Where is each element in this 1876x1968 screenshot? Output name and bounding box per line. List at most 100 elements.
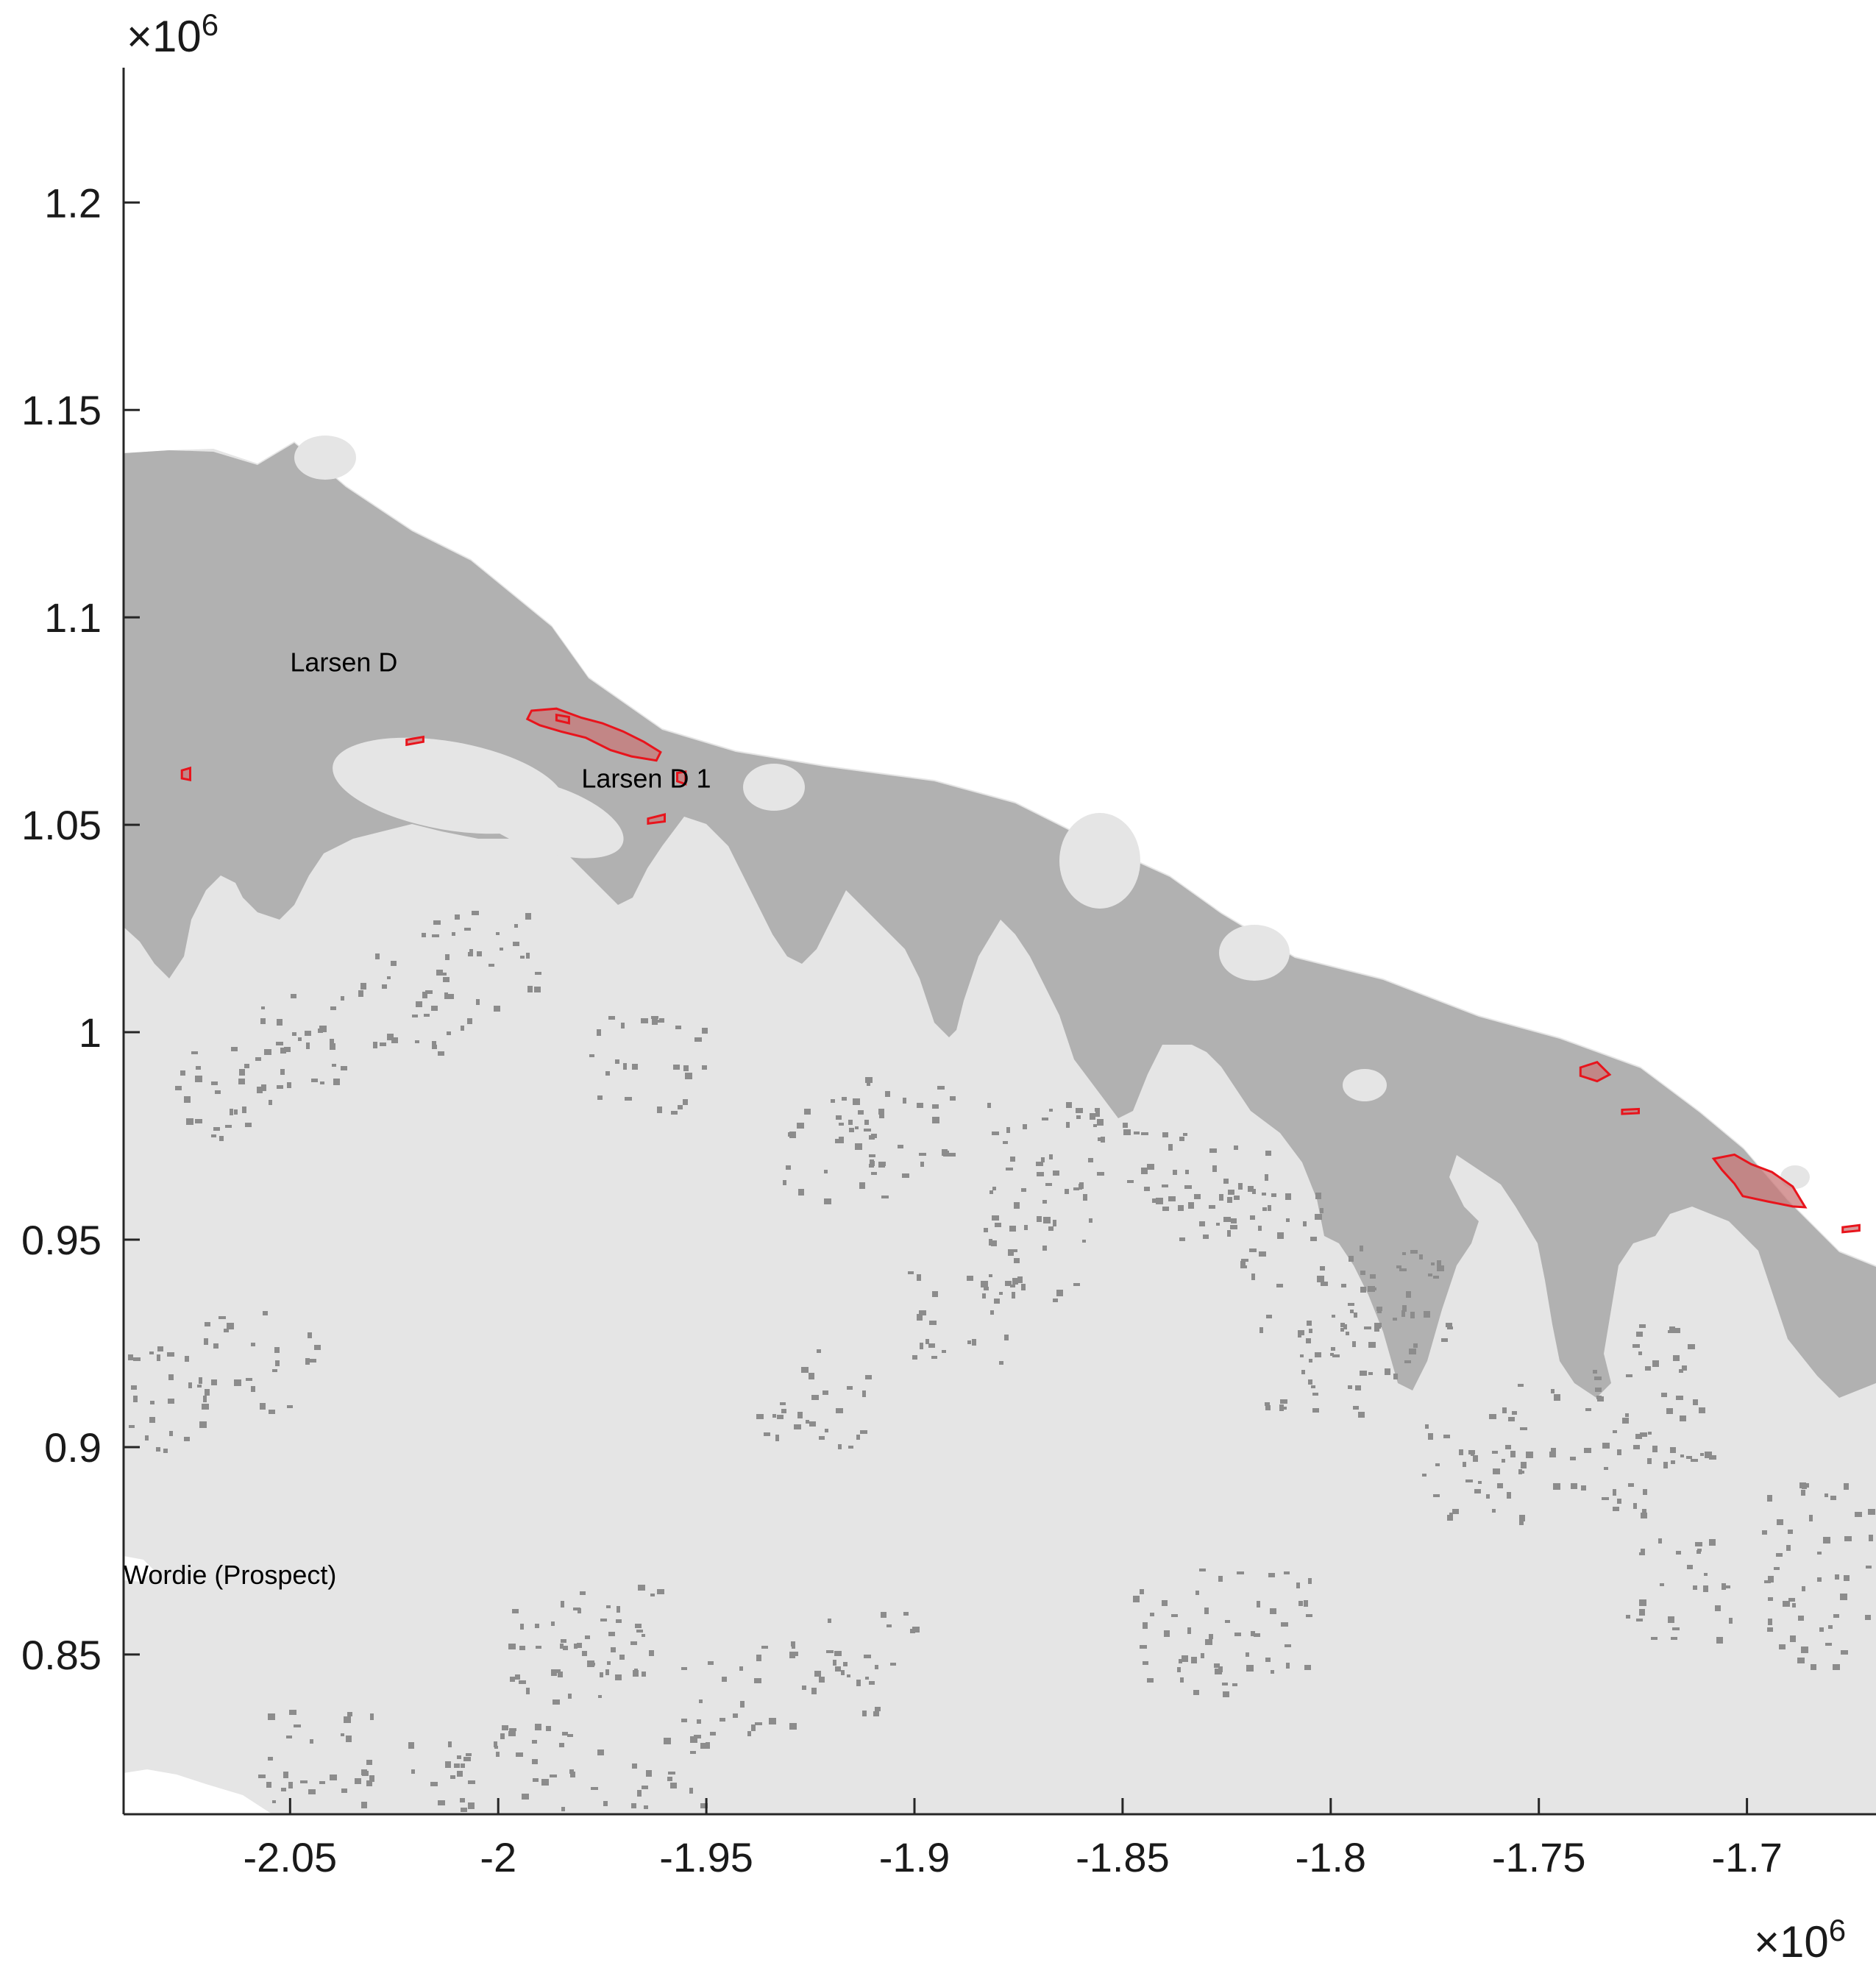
- rock-pixel: [987, 1103, 991, 1108]
- rock-pixel: [869, 1681, 875, 1685]
- rock-pixel: [1265, 1402, 1270, 1406]
- rock-pixel: [1762, 1530, 1767, 1535]
- rock-pixel: [274, 1347, 280, 1353]
- rock-pixel: [520, 1624, 524, 1630]
- rock-pixel: [251, 1386, 255, 1392]
- rock-pixel: [982, 1293, 986, 1299]
- rock-pixel: [1194, 1194, 1201, 1199]
- rock-pixel: [797, 1412, 803, 1418]
- rock-pixel: [305, 1031, 311, 1036]
- rock-pixel: [1473, 1455, 1478, 1462]
- rock-pixel: [1280, 1407, 1287, 1410]
- rock-pixel: [341, 1733, 344, 1736]
- rock-pixel: [1214, 1663, 1220, 1668]
- rock-pixel: [461, 1808, 467, 1812]
- rock-pixel: [898, 1145, 903, 1148]
- rock-pixel: [984, 1287, 989, 1290]
- rock-pixel: [264, 1049, 271, 1055]
- rock-pixel: [839, 1137, 844, 1143]
- rock-pixel: [1679, 1369, 1683, 1373]
- rock-pixel: [1768, 1576, 1774, 1582]
- rock-pixel: [597, 1029, 601, 1036]
- rock-pixel: [789, 1652, 795, 1658]
- rock-pixel: [1223, 1179, 1229, 1184]
- rock-pixel: [681, 1719, 687, 1722]
- rock-pixel: [463, 1757, 471, 1761]
- rock-pixel: [1178, 1205, 1184, 1211]
- rock-pixel: [1234, 1633, 1241, 1636]
- rock-pixel: [277, 1019, 283, 1026]
- rock-pixel: [1284, 1571, 1290, 1574]
- rock-pixel: [508, 1644, 516, 1649]
- rock-pixel: [1716, 1637, 1723, 1644]
- rock-pixel: [1241, 1259, 1248, 1262]
- rock-pixel: [1354, 1312, 1357, 1318]
- rock-pixel: [1134, 1132, 1140, 1134]
- rock-pixel: [881, 1196, 889, 1198]
- rock-pixel: [225, 1125, 232, 1128]
- rock-pixel: [300, 1780, 308, 1783]
- rock-pixel: [802, 1685, 806, 1690]
- rock-pixel: [1348, 1385, 1352, 1389]
- rock-pixel: [1674, 1328, 1680, 1333]
- rock-pixel: [835, 1139, 840, 1143]
- x-tick-label: -1.9: [879, 1834, 951, 1880]
- rock-pixel: [683, 1065, 689, 1071]
- rock-pixel: [1669, 1326, 1675, 1332]
- rock-pixel: [664, 1738, 671, 1744]
- rock-pixel: [1465, 1479, 1473, 1482]
- rock-pixel: [527, 986, 533, 992]
- rock-pixel: [1123, 1129, 1131, 1135]
- rock-pixel: [149, 1417, 155, 1423]
- rock-pixel: [1641, 1549, 1645, 1555]
- region-annotations: Larsen D Larsen D 1 Wordie (Prospect): [124, 647, 711, 1590]
- rock-pixel: [156, 1447, 160, 1452]
- rock-pixel: [1855, 1512, 1862, 1517]
- ice-rise: [1343, 1069, 1387, 1101]
- rock-pixel: [227, 1323, 234, 1329]
- rock-pixel: [1276, 1284, 1283, 1287]
- rock-pixel: [1809, 1515, 1813, 1521]
- rock-pixel: [1317, 1276, 1324, 1282]
- rock-pixel: [657, 1589, 664, 1594]
- rock-pixel: [532, 1759, 538, 1764]
- rock-pixel: [650, 1594, 655, 1596]
- rock-pixel: [163, 1449, 168, 1453]
- rock-pixel: [775, 1435, 779, 1441]
- rock-pixel: [308, 1789, 316, 1794]
- rock-pixel: [288, 1782, 293, 1788]
- rock-pixel: [1474, 1489, 1481, 1493]
- rock-pixel: [424, 1014, 430, 1017]
- rock-pixel: [1090, 1113, 1095, 1120]
- rock-pixel: [1554, 1394, 1560, 1401]
- rock-pixel: [1021, 1284, 1026, 1290]
- rock-pixel: [438, 1800, 445, 1805]
- rock-pixel: [694, 1037, 702, 1042]
- rock-pixel: [555, 1669, 561, 1673]
- rock-pixel: [1709, 1539, 1716, 1546]
- rock-pixel: [908, 1271, 914, 1274]
- rock-pixel: [1315, 1352, 1321, 1357]
- rock-pixel: [836, 1115, 842, 1120]
- rock-pixel: [211, 1134, 216, 1137]
- x-tick-label: -1.8: [1296, 1834, 1367, 1880]
- rock-pixel: [1661, 1393, 1667, 1397]
- rock-pixel: [1079, 1182, 1084, 1189]
- rock-pixel: [756, 1414, 764, 1419]
- rock-pixel: [133, 1396, 138, 1402]
- rock-pixel: [1041, 1157, 1045, 1162]
- rock-pixel: [1073, 1283, 1080, 1286]
- rock-pixel: [195, 1076, 202, 1082]
- rock-pixel: [280, 1048, 286, 1054]
- rock-pixel: [1643, 1489, 1647, 1495]
- rock-pixel: [1188, 1202, 1194, 1209]
- rock-pixel: [1358, 1412, 1365, 1418]
- rock-pixel: [515, 1674, 520, 1680]
- rock-pixel: [1266, 1315, 1272, 1318]
- rock-pixel: [244, 1064, 249, 1068]
- rock-pixel: [1774, 1567, 1780, 1570]
- rock-pixel: [1223, 1691, 1229, 1697]
- rock-pixel: [1286, 1663, 1290, 1669]
- rock-pixel: [1792, 1603, 1796, 1608]
